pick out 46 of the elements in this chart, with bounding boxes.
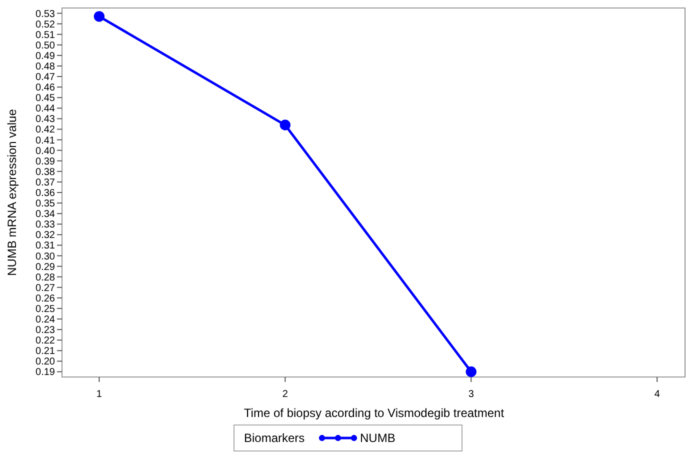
y-tick-label: 0.21 [36, 346, 56, 358]
x-tick-label: 4 [654, 389, 660, 400]
y-tick-label: 0.36 [36, 188, 56, 199]
y-tick-label: 0.49 [36, 50, 56, 62]
y-tick-label: 0.19 [36, 367, 56, 378]
y-tick-label: 0.35 [36, 198, 56, 210]
y-tick-label: 0.29 [36, 262, 56, 273]
y-tick-label: 0.32 [36, 230, 56, 242]
y-tick-label: 0.30 [36, 251, 56, 262]
point [466, 366, 476, 378]
x-tick-label: 2 [282, 389, 288, 400]
y-tick-label: 0.52 [36, 19, 56, 30]
legend-title: Biomarkers [244, 431, 305, 445]
y-tick-label: 0.37 [36, 177, 56, 188]
y-tick-label: 0.20 [36, 356, 56, 368]
y-tick-label: 0.23 [36, 325, 56, 336]
y-tick-label: 0.28 [36, 272, 56, 284]
y-tick-label: 0.33 [36, 220, 56, 231]
y-tick-label: 0.26 [36, 293, 56, 304]
y-tick-label: 0.48 [36, 61, 56, 72]
y-tick-label: 0.41 [36, 135, 56, 146]
y-tick-label: 0.51 [36, 30, 56, 41]
y-tick-label: 0.22 [36, 336, 56, 347]
y-tick-label: 0.34 [36, 209, 56, 220]
y-tick-label: 0.47 [36, 72, 56, 84]
y-tick-label: 0.31 [36, 240, 56, 252]
y-tick-label: 0.53 [36, 8, 56, 20]
x-axis-title: Time of biopsy acording to Vismodegib treatment [244, 406, 505, 420]
y-tick-label: 0.46 [36, 82, 56, 94]
y-tick-label: 0.44 [36, 104, 56, 115]
x-tick-label: 3 [468, 389, 474, 400]
point [94, 11, 105, 22]
y-tick-label: 0.24 [36, 314, 56, 326]
x-tick-label: 1 [96, 389, 102, 400]
y-tick-label: 0.38 [36, 166, 56, 178]
y-tick-label: 0.27 [36, 282, 56, 294]
y-tick-label: 0.50 [36, 40, 56, 52]
y-tick-label: 0.39 [36, 156, 56, 168]
y-tick-label: 0.40 [36, 146, 56, 157]
y-tick-label: 0.45 [36, 93, 56, 104]
y-axis-title: NUMB mRNA expression value [5, 108, 19, 276]
y-tick-label: 0.43 [36, 114, 56, 126]
legend-label: NUMB [360, 431, 396, 445]
point [280, 120, 291, 130]
y-tick-label: 0.25 [36, 304, 56, 315]
y-tick-label: 0.42 [36, 124, 56, 136]
